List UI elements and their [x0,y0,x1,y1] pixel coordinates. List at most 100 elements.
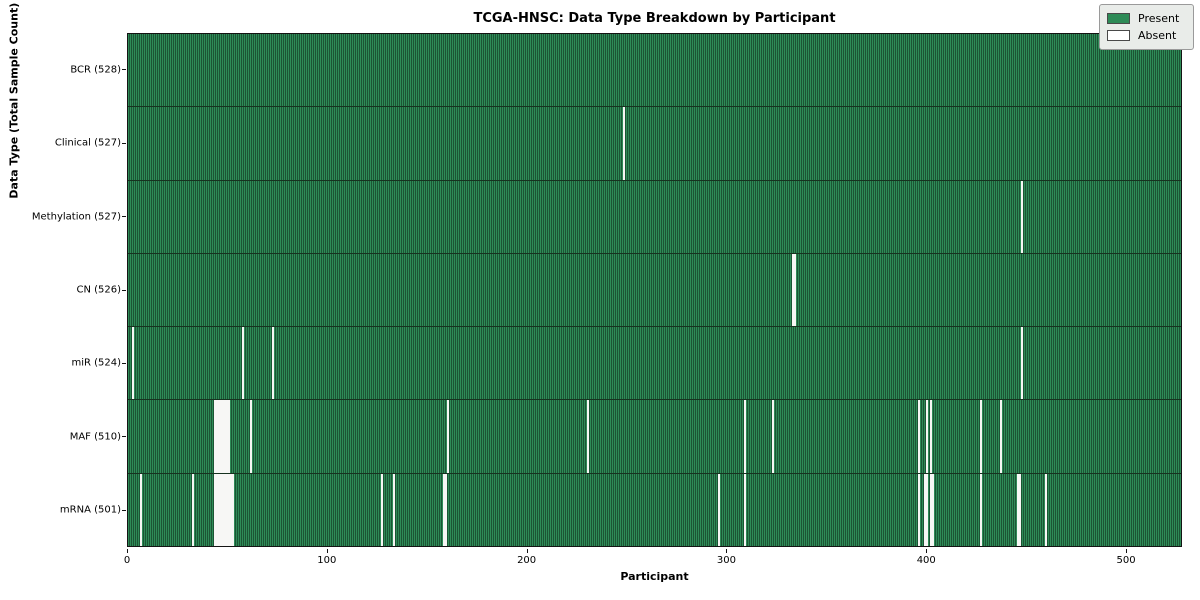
y-tick-label-methylation: Methylation (527) [31,211,121,223]
absent-stripe [231,473,234,546]
absent-stripe [217,473,220,546]
absent-stripe [622,107,625,180]
present-swatch-icon [1107,13,1130,24]
x-tick-label-300: 300 [716,554,736,566]
y-axis-tick-labels: BCR (528) Clinical (527) Methylation (527)… [0,33,126,547]
y-axis-label: Data Type (Total Sample Count) [7,2,21,199]
absent-stripe [241,327,244,400]
heatmap-plot-area [127,33,1182,547]
absent-stripe [917,473,920,546]
x-axis-tick-labels: 0 100 200 300 400 500 [123,548,1182,579]
heatmap-row-mrna [128,473,1181,546]
absent-stripe [447,400,450,473]
x-tick-label-400: 400 [916,554,936,566]
absent-stripe [925,400,928,473]
legend: Present Absent [1099,4,1194,50]
absent-stripe [443,473,446,546]
absent-stripe [393,473,396,546]
x-tick-label-0: 0 [123,554,131,566]
y-tick-label-maf: MAF (510) [69,431,121,443]
y-tick-label-mir: miR (524) [71,357,121,369]
absent-stripe [1021,180,1024,253]
heatmap-row-maf [128,400,1181,474]
absent-stripe [271,327,274,400]
x-axis-label: Participant [620,570,689,583]
x-tick-mark [127,548,128,553]
absent-stripe [229,473,232,546]
y-tick-mark [122,216,126,218]
absent-stripe [979,473,982,546]
chart-title: TCGA-HNSC: Data Type Breakdown by Partic… [473,11,836,26]
y-tick-mark [122,509,126,511]
absent-stripe [794,253,797,327]
absent-stripe [215,473,218,546]
absent-stripe [931,473,934,546]
absent-stripe [219,473,222,546]
absent-stripe [139,473,142,546]
absent-stripe [999,400,1002,473]
absent-stripe [227,400,230,473]
absent-stripe [213,400,216,473]
legend-entry-absent: Absent [1107,27,1185,44]
y-tick-mark [122,69,126,71]
absent-stripe [744,400,747,473]
absent-stripe [249,400,252,473]
absent-stripe [225,400,228,473]
absent-stripe [223,400,226,473]
x-tick-mark [726,548,728,553]
absent-stripe [772,400,775,473]
absent-stripe [923,473,926,546]
x-tick-mark [926,548,928,553]
absent-stripe [744,473,747,546]
heatmap-row-bcr [128,34,1181,108]
absent-stripe [917,400,920,473]
x-tick-label-200: 200 [517,554,537,566]
absent-stripe [227,473,230,546]
y-tick-label-bcr: BCR (528) [70,64,121,76]
y-tick-label-clinical: Clinical (527) [54,137,121,149]
absent-stripe [223,473,226,546]
x-tick-mark [1126,548,1128,553]
legend-entry-present: Present [1107,10,1185,27]
absent-stripe [445,473,448,546]
heatmap-row-clinical [128,107,1181,181]
y-tick-mark [122,142,126,144]
heatmap-row-mir [128,327,1181,401]
y-tick-label-mrna: mRNA (501) [59,504,121,516]
y-tick-mark [122,289,126,291]
x-tick-mark [526,548,528,553]
absent-stripe [191,473,194,546]
y-tick-mark [122,362,126,364]
absent-swatch-icon [1107,30,1130,41]
absent-stripe [925,473,928,546]
absent-stripe [381,473,384,546]
heatmap-row-cn [128,253,1181,328]
legend-present-label: Present [1138,12,1180,25]
absent-stripe [221,473,224,546]
absent-stripe [929,473,932,546]
absent-stripe [1017,473,1020,546]
absent-stripe [221,400,224,473]
legend-absent-label: Absent [1138,29,1177,42]
absent-stripe [215,400,218,473]
absent-stripe [1045,473,1048,546]
x-tick-label-500: 500 [1116,554,1136,566]
absent-stripe [1021,327,1024,400]
absent-stripe [131,327,134,400]
absent-stripe [586,400,589,473]
absent-stripe [213,473,216,546]
absent-stripe [718,473,721,546]
y-tick-label-cn: CN (526) [76,284,121,296]
absent-stripe [979,400,982,473]
absent-stripe [792,253,795,327]
x-tick-label-100: 100 [317,554,337,566]
absent-stripe [225,473,228,546]
absent-stripe [217,400,220,473]
absent-stripe [219,400,222,473]
absent-stripe [1019,473,1022,546]
heatmap-row-methylation [128,180,1181,254]
y-tick-mark [122,436,126,438]
x-tick-mark [326,548,328,553]
absent-stripe [929,400,932,473]
